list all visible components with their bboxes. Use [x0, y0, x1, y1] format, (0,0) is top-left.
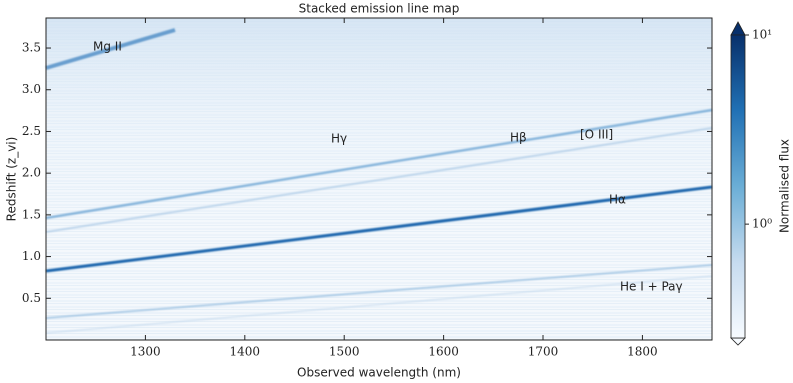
- y-tick-label: 1.0: [22, 249, 41, 263]
- x-tick-label: 1300: [130, 345, 161, 359]
- y-axis-label: Redshift (z_vi): [5, 137, 19, 222]
- annotation: Hγ: [331, 132, 347, 146]
- y-tick-label: 2.0: [22, 166, 41, 180]
- colorbar-extend: [730, 337, 746, 346]
- y-tick-label: 2.5: [22, 124, 41, 138]
- y-tick-label: 3.5: [22, 41, 41, 55]
- x-axis-label: Observed wavelength (nm): [297, 366, 461, 380]
- x-tick-label: 1700: [528, 345, 559, 359]
- colorbar-tick-label: 10¹: [752, 28, 772, 42]
- colorbar: [730, 21, 746, 346]
- x-tick-label: 1400: [230, 345, 261, 359]
- y-tick-label: 1.5: [22, 207, 41, 221]
- y-tick-label: 3.0: [22, 82, 41, 96]
- x-tick-label: 1500: [329, 345, 360, 359]
- annotation: Hα: [609, 193, 626, 207]
- plot-frame: [45, 17, 713, 341]
- colorbar-extend: [730, 21, 746, 36]
- chart-title: Stacked emission line map: [299, 2, 460, 16]
- annotation: Mg II: [93, 40, 122, 54]
- annotation: Hβ: [510, 131, 527, 145]
- x-tick-label: 1800: [627, 345, 658, 359]
- y-tick-label: 0.5: [22, 291, 41, 305]
- annotation: [O III]: [580, 128, 613, 142]
- colorbar-tick-label: 10⁰: [752, 217, 772, 231]
- x-tick-label: 1600: [428, 345, 459, 359]
- colorbar-label: Normalised flux: [778, 139, 792, 233]
- annotation: He I + Paγ: [620, 280, 683, 294]
- heatmap: [45, 18, 713, 340]
- colorbar-ramp: [730, 34, 746, 339]
